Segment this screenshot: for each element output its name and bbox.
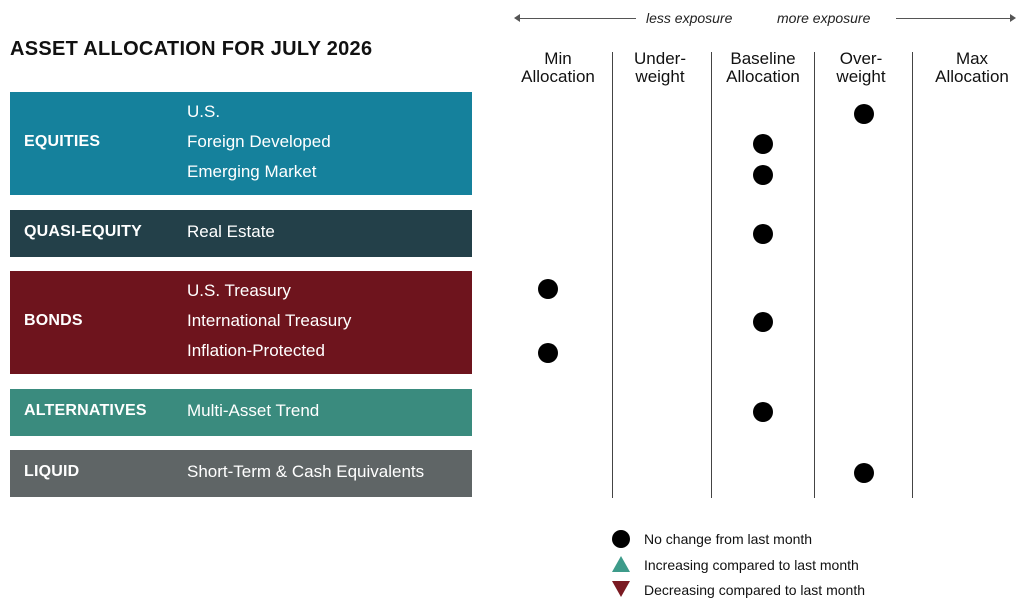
legend-decreasing-text: Decreasing compared to last month: [644, 582, 865, 598]
column-header-overweight: Over-weight: [836, 49, 886, 86]
marker-emerging-market: [753, 165, 773, 185]
more-exposure-arrow-line: [896, 18, 1010, 19]
item-international-treasury: International Treasury: [187, 311, 352, 330]
band-label-equities: EQUITIES: [24, 133, 101, 150]
marker-short-term-cash: [854, 463, 874, 483]
column-header-underweight: Under-weight: [634, 49, 686, 86]
marker-us-equity: [854, 104, 874, 124]
column-divider: [711, 52, 712, 498]
marker-real-estate: [753, 224, 773, 244]
column-header-min: Min Allocation: [521, 49, 595, 86]
item-inflation-protected: Inflation-Protected: [187, 341, 325, 360]
column-divider: [612, 52, 613, 498]
item-real-estate: Real Estate: [187, 222, 275, 241]
item-emerging-market: Emerging Market: [187, 162, 317, 181]
less-exposure-arrow-head: [514, 14, 520, 22]
more-exposure-arrow-head: [1010, 14, 1016, 22]
band-label-quasi-equity: QUASI-EQUITY: [24, 223, 142, 240]
legend-increasing-text: Increasing compared to last month: [644, 557, 859, 573]
item-multi-asset-trend: Multi-Asset Trend: [187, 401, 320, 420]
marker-foreign-developed: [753, 134, 773, 154]
band-label-alternatives: ALTERNATIVES: [24, 402, 147, 419]
triangle-up-icon: [612, 556, 630, 572]
band-bonds: BONDS U.S. Treasury International Treasu…: [10, 271, 472, 374]
column-header-baseline: Baseline Allocation: [726, 49, 800, 86]
less-exposure-arrow-line: [518, 18, 636, 19]
marker-inflation-protected: [538, 343, 558, 363]
item-us-equity: U.S.: [187, 102, 221, 121]
band-alternatives: ALTERNATIVES Multi-Asset Trend: [10, 389, 472, 436]
marker-multi-asset-trend: [753, 402, 773, 422]
column-header-max: Max Allocation: [935, 49, 1009, 86]
legend-no-change-text: No change from last month: [644, 531, 813, 547]
band-liquid: LIQUID Short-Term & Cash Equivalents: [10, 450, 472, 497]
circle-icon: [612, 530, 630, 548]
band-equities: EQUITIES U.S. Foreign Developed Emerging…: [10, 92, 472, 195]
more-exposure-label: more exposure: [777, 10, 871, 26]
page-title: ASSET ALLOCATION FOR JULY 2026: [10, 38, 373, 60]
item-short-term-cash: Short-Term & Cash Equivalents: [187, 462, 425, 481]
column-divider: [814, 52, 815, 498]
band-quasi-equity: QUASI-EQUITY Real Estate: [10, 210, 472, 257]
item-foreign-developed: Foreign Developed: [187, 132, 331, 151]
triangle-down-icon: [612, 581, 630, 597]
item-us-treasury: U.S. Treasury: [187, 281, 291, 300]
marker-international-treasury: [753, 312, 773, 332]
less-exposure-label: less exposure: [646, 10, 733, 26]
marker-us-treasury: [538, 279, 558, 299]
band-label-bonds: BONDS: [24, 312, 83, 329]
column-divider: [912, 52, 913, 498]
band-label-liquid: LIQUID: [24, 463, 80, 480]
